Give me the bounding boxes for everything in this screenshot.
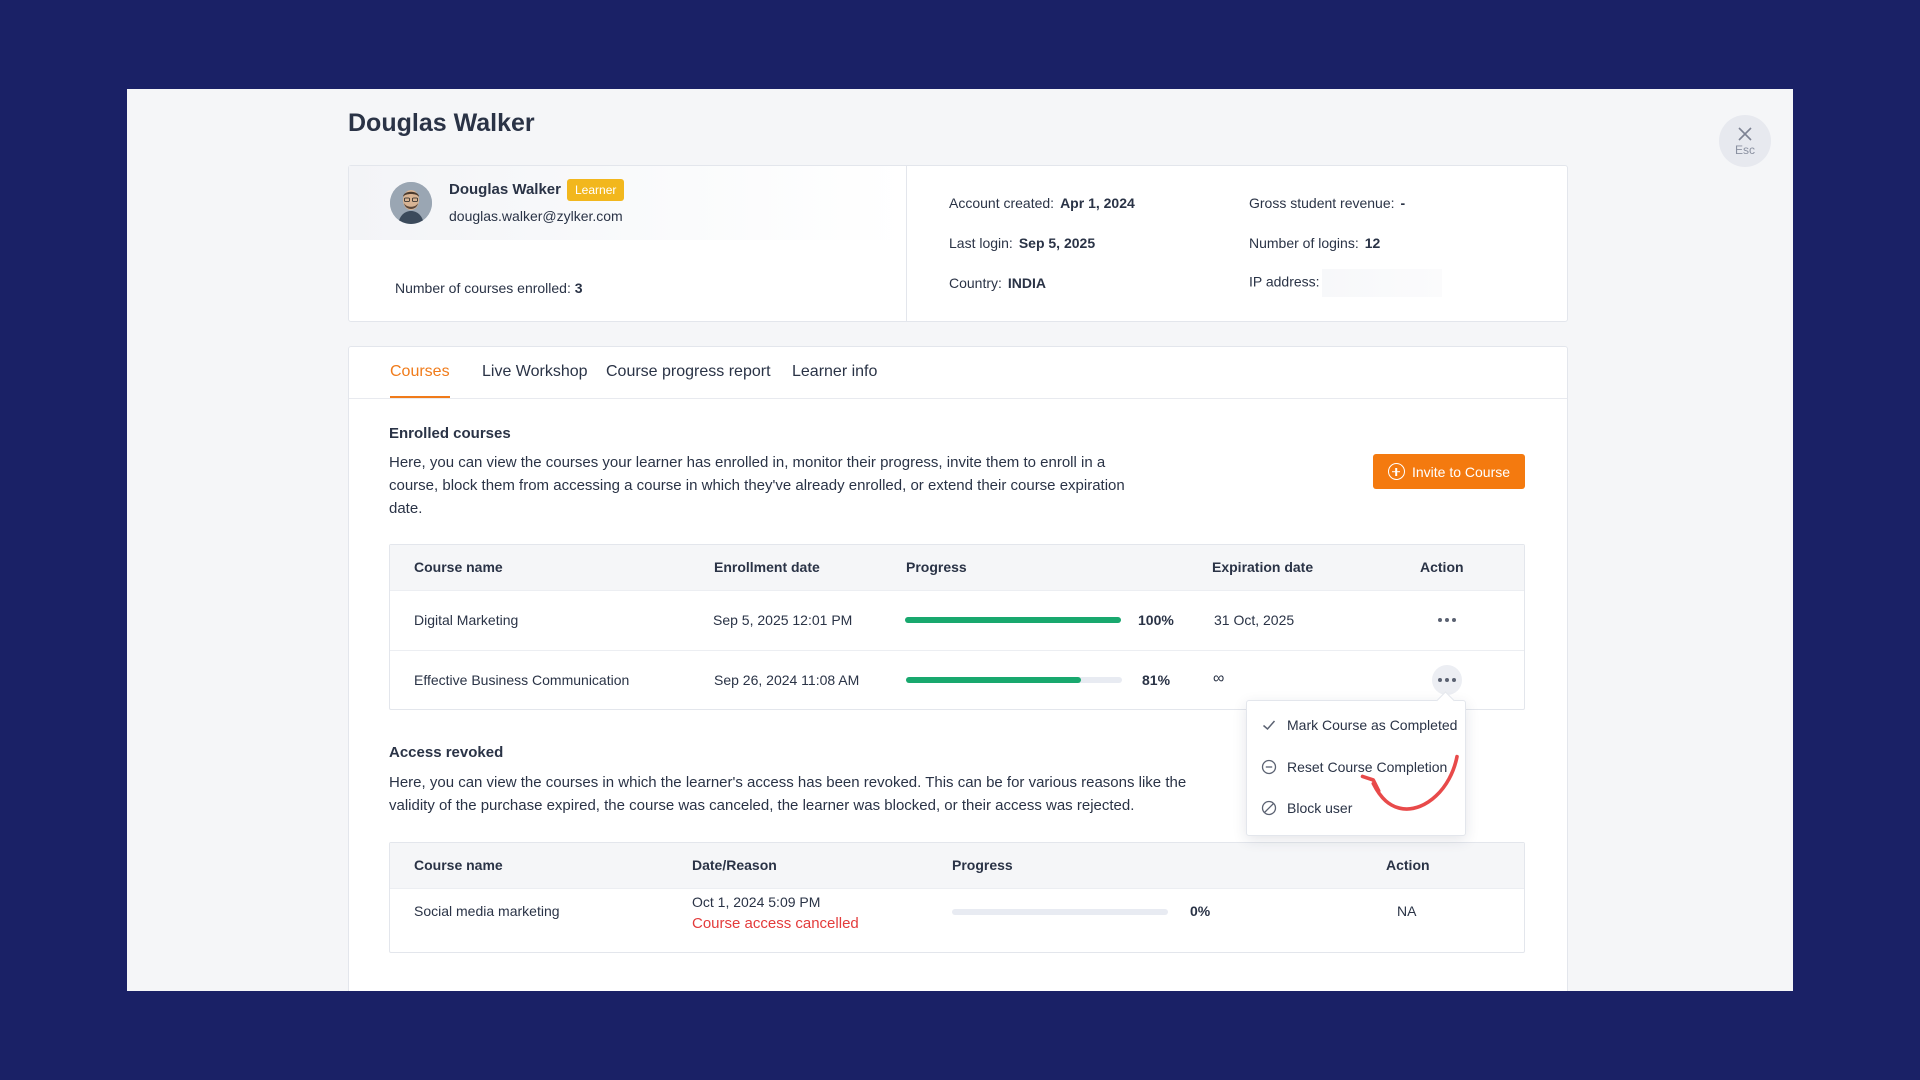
- tab-live-workshop[interactable]: Live Workshop: [482, 363, 588, 380]
- course-name[interactable]: Effective Business Communication: [414, 672, 630, 688]
- enrolled-courses-table: Course name Enrollment date Progress Exp…: [389, 544, 1525, 710]
- tab-courses[interactable]: Courses: [390, 363, 450, 398]
- column-header: Progress: [952, 857, 1013, 873]
- table-row: Effective Business Communication Sep 26,…: [390, 651, 1524, 711]
- revoked-date: Oct 1, 2024 5:09 PM: [692, 894, 821, 910]
- row-action-menu-button[interactable]: [1432, 665, 1462, 695]
- more-dots-icon: [1438, 618, 1442, 622]
- learner-detail-modal: Douglas Walker Esc Douglas Walker: [127, 89, 1793, 991]
- minus-circle-icon: [1261, 759, 1277, 775]
- close-button[interactable]: Esc: [1719, 115, 1771, 167]
- learner-email: douglas.walker@zylker.com: [449, 208, 623, 224]
- progress-percent: 0%: [1190, 903, 1211, 919]
- column-header: Expiration date: [1212, 559, 1314, 575]
- row-action-value: NA: [1397, 903, 1417, 919]
- progress-bar: [906, 677, 1122, 683]
- courses-enrolled-count: Number of courses enrolled: 3: [395, 280, 583, 296]
- table-row: Social media marketing Oct 1, 2024 5:09 …: [390, 889, 1524, 952]
- table-header: Course name Enrollment date Progress Exp…: [390, 545, 1524, 591]
- tab-bar: Courses Live Workshop Course progress re…: [349, 347, 1567, 399]
- tab-course-progress-report[interactable]: Course progress report: [606, 363, 771, 380]
- access-revoked-table: Course name Date/Reason Progress Action …: [389, 842, 1525, 953]
- last-login-stat: Last login: Sep 5, 2025: [949, 235, 1096, 251]
- course-name: Social media marketing: [414, 903, 560, 919]
- block-user-item[interactable]: Block user: [1247, 788, 1465, 828]
- learner-summary-card: Douglas Walker Learner douglas.walker@zy…: [348, 165, 1568, 322]
- table-header: Course name Date/Reason Progress Action: [390, 843, 1524, 889]
- progress-percent: 100%: [1138, 612, 1174, 628]
- page-title: Douglas Walker: [348, 109, 535, 137]
- role-badge: Learner: [567, 179, 625, 201]
- invite-to-course-button[interactable]: Invite to Course: [1373, 454, 1525, 489]
- column-header: Action: [1386, 857, 1430, 873]
- table-row: Digital Marketing Sep 5, 2025 12:01 PM 1…: [390, 591, 1524, 651]
- ip-address-value: [1321, 269, 1442, 297]
- check-icon: [1261, 717, 1277, 733]
- revenue-stat: Gross student revenue: -: [1249, 195, 1406, 211]
- mark-course-completed-item[interactable]: Mark Course as Completed: [1247, 705, 1465, 745]
- more-dots-icon: [1438, 678, 1442, 682]
- block-icon: [1261, 800, 1277, 816]
- account-created-stat: Account created: Apr 1, 2024: [949, 195, 1135, 211]
- reset-course-completion-item[interactable]: Reset Course Completion: [1247, 747, 1465, 787]
- logins-stat: Number of logins: 12: [1249, 235, 1381, 251]
- learner-name: Douglas Walker: [449, 181, 561, 198]
- avatar-image: [390, 182, 432, 224]
- column-header: Enrollment date: [714, 559, 820, 575]
- expiration-date: ∞: [1213, 670, 1225, 687]
- country-stat: Country: INDIA: [949, 275, 1047, 291]
- course-action-menu: Mark Course as Completed Reset Course Co…: [1246, 700, 1466, 836]
- course-name[interactable]: Digital Marketing: [414, 612, 519, 628]
- column-header: Action: [1420, 559, 1464, 575]
- progress-bar: [952, 909, 1168, 915]
- enrolled-courses-description: Here, you can view the courses your lear…: [389, 454, 1125, 517]
- progress-bar: [905, 617, 1121, 623]
- ip-address-stat: IP address:: [1249, 269, 1442, 297]
- column-header: Progress: [906, 559, 967, 575]
- column-header: Date/Reason: [692, 857, 777, 873]
- column-header: Course name: [414, 559, 503, 575]
- expiration-date: 31 Oct, 2025: [1214, 612, 1295, 628]
- close-icon: [1738, 126, 1752, 141]
- profile-section: Douglas Walker Learner douglas.walker@zy…: [349, 166, 907, 321]
- column-header: Course name: [414, 857, 503, 873]
- row-action-menu-button[interactable]: [1432, 605, 1462, 635]
- tab-learner-info[interactable]: Learner info: [792, 363, 878, 380]
- close-shortcut-label: Esc: [1734, 142, 1755, 157]
- revoked-reason: Course access cancelled: [692, 915, 859, 932]
- enrollment-date: Sep 26, 2024 11:08 AM: [714, 672, 860, 688]
- plus-circle-icon: [1387, 463, 1405, 480]
- avatar: [390, 182, 432, 224]
- progress-percent: 81%: [1142, 672, 1171, 688]
- enrolled-courses-title: Enrolled courses: [389, 425, 511, 442]
- access-revoked-title: Access revoked: [389, 744, 504, 761]
- access-revoked-description: Here, you can view the courses in which …: [389, 774, 1187, 814]
- enrollment-date: Sep 5, 2025 12:01 PM: [713, 612, 853, 628]
